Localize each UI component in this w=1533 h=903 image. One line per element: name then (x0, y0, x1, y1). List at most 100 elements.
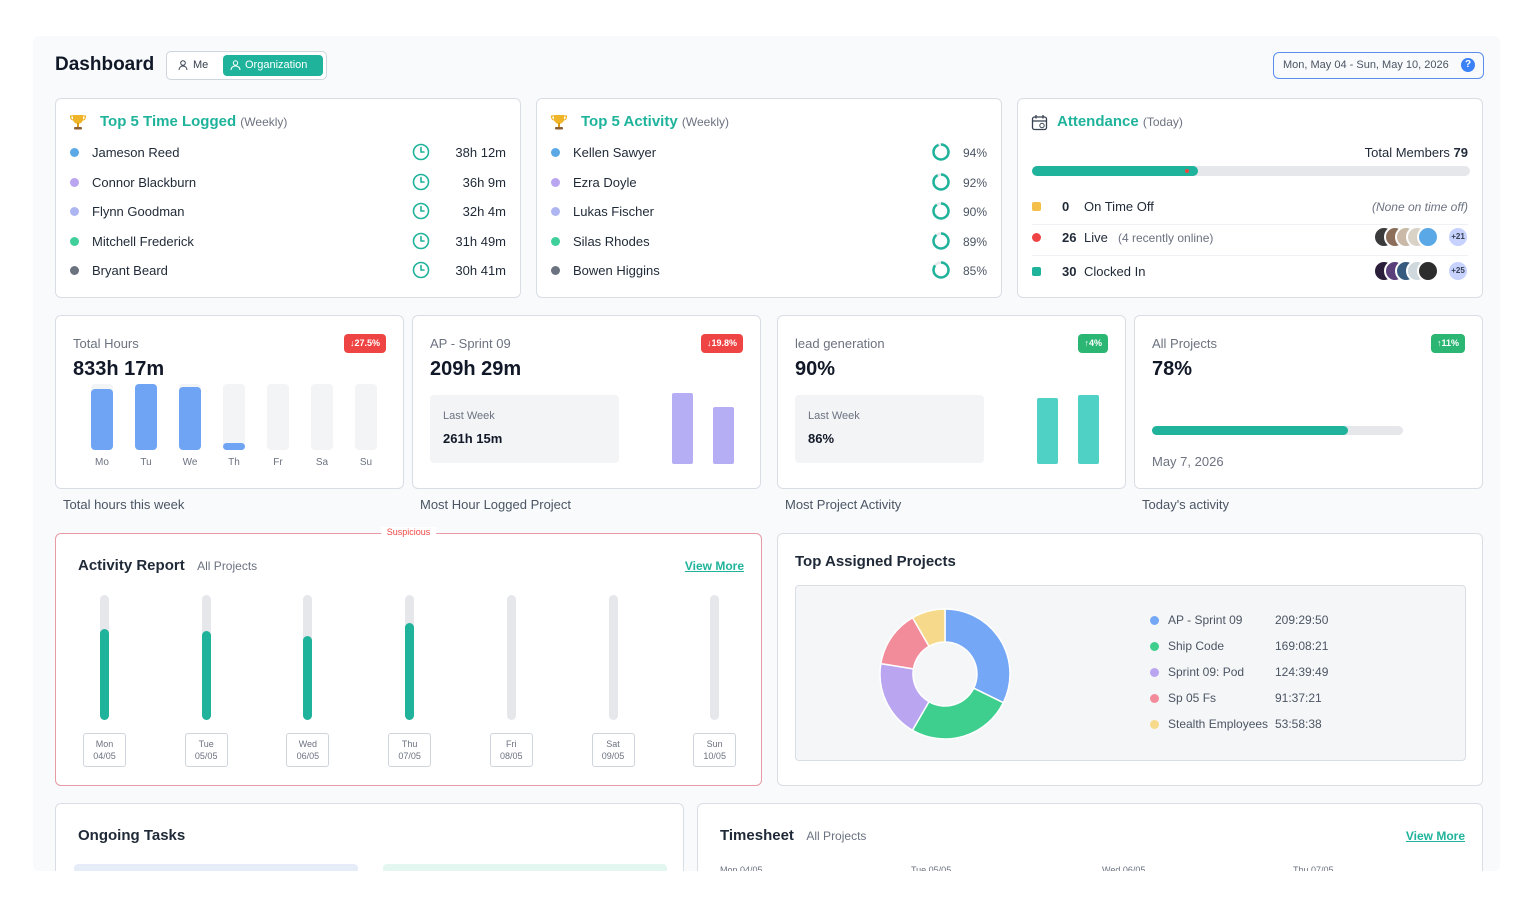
attendance-period: (Today) (1142, 115, 1183, 129)
attendance-note: (4 recently online) (1118, 231, 1214, 245)
trophy-icon (69, 115, 87, 130)
top-time-title: Top 5 Time Logged (Weekly) (100, 113, 287, 130)
timesheet-header: Timesheet All Projects (720, 827, 866, 845)
member-dot (70, 266, 79, 275)
timesheet-subtitle: All Projects (806, 829, 867, 843)
stat-card: All Projects 78% ↑11% May 7, 2026 (1134, 315, 1483, 489)
member-name: Bowen Higgins (573, 263, 660, 278)
activity-value: 94% (962, 146, 987, 160)
day-label: Th (228, 457, 240, 468)
activity-report-subtitle: All Projects (197, 559, 258, 573)
donut-slice[interactable] (911, 687, 1005, 740)
attendance-card: Attendance (Today) Total Members 79 0 On … (1017, 98, 1483, 298)
donut-slice[interactable] (944, 608, 1011, 704)
avatar[interactable] (1417, 260, 1439, 282)
attendance-status-marker (1032, 267, 1041, 276)
member-name: Ezra Doyle (573, 174, 637, 190)
stat-caption: Most Project Activity (785, 497, 902, 512)
member-name: Jameson Reed (92, 145, 180, 160)
change-badge: ↑4% (1078, 334, 1108, 353)
activity-bar (303, 636, 313, 720)
attendance-label: Live (1084, 230, 1108, 245)
row-divider (1032, 255, 1468, 256)
activity-report-view-more-link[interactable]: View More (684, 559, 744, 573)
member-dot (70, 236, 79, 246)
day-label: Sa (315, 457, 329, 468)
donut-slice[interactable] (911, 608, 946, 648)
activity-day-label: Mon 04/05 (83, 733, 126, 767)
attendance-count: 26 (1062, 230, 1077, 245)
day-bar (91, 389, 113, 450)
top-time-logged-card: Top 5 Time Logged (Weekly) Jameson Reed 3… (55, 98, 521, 298)
project-legend-item: Sp 05 Fs 91:37:21 (1150, 690, 1330, 708)
toggle-organization-button[interactable]: Organization (223, 55, 323, 76)
attendance-status-marker (1032, 202, 1041, 211)
activity-day-label: Wed 06/05 (286, 733, 330, 767)
total-members: Total Members 79 (1365, 145, 1468, 160)
legend-dot (1150, 642, 1159, 651)
activity-ring-arc (932, 143, 950, 161)
day-label: Mo (95, 457, 109, 468)
projects-donut-chart (879, 608, 1011, 740)
compare-bar (1037, 397, 1058, 464)
activity-value: 85% (962, 264, 987, 278)
compare-bar (1078, 395, 1099, 464)
compare-bar (672, 393, 693, 464)
timesheet-column-header: Thu 07/05 (1293, 865, 1334, 871)
member-dot (551, 266, 560, 275)
calendar-icon (1031, 115, 1048, 131)
change-badge: ↓19.8% (700, 334, 743, 353)
project-name: Sprint 09: Pod (1168, 665, 1245, 679)
activity-bar (100, 628, 109, 720)
activity-day-label: Sat 09/05 (591, 733, 635, 767)
toggle-me-button[interactable]: Me (171, 55, 221, 76)
timesheet-view-more-link[interactable]: View More (1405, 829, 1465, 843)
timesheet-column-header: Mon 04/05 (720, 865, 763, 871)
timesheet-card: Timesheet All Projects View More Mon 04/… (697, 803, 1483, 871)
time-logged-value: 30h 41m (455, 263, 506, 278)
project-name: Stealth Employees (1168, 717, 1269, 731)
member-name: Kellen Sawyer (573, 145, 657, 160)
activity-list-item: Lukas Fischer 90% (537, 202, 1001, 222)
member-name: Lukas Fischer (573, 204, 654, 219)
top-activity-card: Top 5 Activity (Weekly) Kellen Sawyer 94%… (536, 98, 1002, 298)
activity-date: May 7, 2026 (1152, 454, 1224, 469)
activity-day-date: 05/05 (194, 751, 218, 761)
project-legend-item: AP - Sprint 09 209:29:50 (1150, 612, 1330, 630)
member-name: Mitchell Frederick (92, 233, 194, 249)
project-name: Sp 05 Fs (1168, 691, 1217, 705)
attendance-row: 30 Clocked In +25 (1018, 260, 1482, 282)
clock-icon (412, 202, 430, 220)
activity-day-label: Sun 10/05 (693, 733, 737, 767)
avatar[interactable] (1417, 226, 1439, 248)
legend-dot (1150, 694, 1159, 703)
activity-day-name: Fri (506, 739, 517, 749)
last-week-value: 86% (808, 431, 835, 446)
compare-bar (713, 407, 734, 464)
more-members-badge[interactable]: +25 (1447, 260, 1469, 282)
more-members-badge[interactable]: +21 (1447, 226, 1469, 248)
legend-dot (1150, 720, 1159, 729)
project-legend-item: Stealth Employees 53:58:38 (1150, 716, 1330, 734)
member-dot (551, 177, 560, 187)
activity-list-item: Silas Rhodes 89% (537, 231, 1001, 252)
member-name: Silas Rhodes (573, 233, 650, 249)
row-divider (1032, 224, 1468, 225)
activity-value: 92% (962, 175, 987, 190)
user-icon (178, 60, 188, 71)
activity-day-date: 09/05 (601, 751, 625, 761)
top-time-period: (Weekly) (240, 115, 288, 129)
activity-bar (405, 622, 415, 720)
stat-value: 90% (795, 358, 836, 380)
help-icon[interactable]: ? (1461, 58, 1475, 72)
time-logged-value: 32h 4m (462, 204, 506, 219)
clock-icon (412, 143, 430, 161)
date-range-picker[interactable]: Mon, May 04 - Sun, May 10, 2026 ? (1273, 52, 1484, 79)
ongoing-tasks-title: Ongoing Tasks (78, 827, 186, 844)
member-name: Bryant Beard (92, 263, 168, 278)
activity-day-name: Sun (706, 739, 723, 749)
ongoing-task-column (74, 864, 358, 871)
stat-caption: Most Hour Logged Project (420, 497, 572, 512)
dashboard-frame: Dashboard Me Organization Mon, May 04 - … (33, 36, 1500, 871)
time-list-item: Mitchell Frederick 31h 49m (56, 232, 520, 252)
